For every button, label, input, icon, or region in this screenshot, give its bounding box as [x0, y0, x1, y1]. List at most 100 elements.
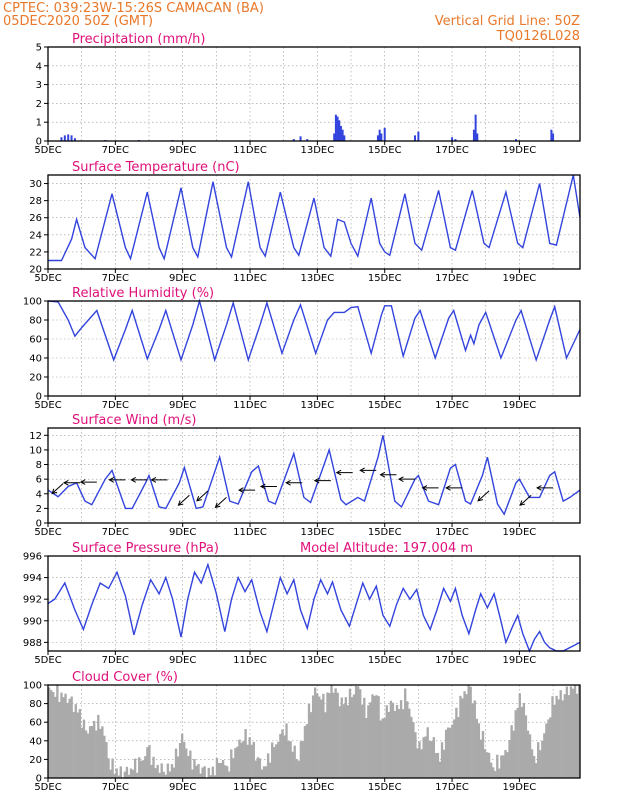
cloud-bar	[277, 741, 280, 778]
precip-bar	[376, 135, 379, 141]
cloud-bar	[129, 768, 133, 778]
cloud-bar	[557, 699, 560, 778]
cloud-bar	[534, 763, 538, 778]
panel-wind: 0 2 4 6 8 10 12 5DEC 7DEC 9DEC 11DEC 13DEC 15DEC 17DE…	[29, 413, 581, 538]
precip-bar	[378, 129, 381, 141]
cloud-bar	[434, 753, 438, 778]
cloud-bar	[293, 745, 296, 778]
cloud-bar	[424, 736, 427, 778]
wind-arrow	[335, 469, 353, 476]
cloud-bar	[311, 695, 315, 778]
cloud-bar	[408, 708, 411, 778]
x-tick-label: 13DEC	[300, 782, 334, 793]
cloud-bar	[428, 740, 431, 778]
cloud-bar	[489, 762, 493, 778]
x-tick-label: 17DEC	[435, 273, 469, 284]
x-tick-label: 15DEC	[368, 527, 402, 538]
cloud-bar	[271, 742, 274, 778]
precip-bar	[292, 139, 295, 141]
cloud-bar	[473, 700, 476, 778]
cloud-bar	[539, 750, 542, 778]
wind-arrow	[445, 485, 463, 491]
panel-pressure: 988 990 992 994 996 5DEC 7DEC 9DEC 11DEC 13DEC 15D…	[23, 541, 581, 666]
cloud-bar	[451, 724, 454, 778]
cloud-bar	[381, 718, 384, 778]
cloud-bar	[86, 733, 90, 778]
precip-bar	[333, 133, 336, 141]
x-tick-label: 7DEC	[102, 655, 129, 666]
cloud-bar	[70, 696, 73, 778]
cloud-bar	[201, 767, 204, 778]
cloud-bar	[314, 687, 317, 778]
plot-frame	[47, 300, 581, 397]
wind-arrow	[421, 485, 439, 491]
panel-title: Surface Wind (m/s)	[72, 413, 196, 428]
header-station: CPTEC: 039:23W-15:26S CAMACAN (BA)	[3, 1, 264, 16]
cloud-bar	[50, 690, 53, 778]
precip-bar	[70, 135, 73, 141]
x-tick-label: 11DEC	[233, 782, 267, 793]
wind-arrow	[62, 479, 80, 486]
cloud-bar	[559, 690, 562, 778]
x-tick-label: 7DEC	[102, 400, 129, 411]
precip-bar	[60, 137, 63, 141]
cloud-bar	[498, 768, 501, 778]
x-tick-label: 5DEC	[34, 400, 61, 411]
cloud-bar	[244, 729, 247, 778]
cloud-bar	[187, 755, 190, 778]
cloud-bar	[297, 760, 300, 778]
x-tick-label: 15DEC	[368, 273, 402, 284]
precip-bar	[380, 133, 383, 141]
y-tick-label: 3	[36, 80, 42, 91]
wind-arrow	[150, 477, 168, 483]
cloud-bar	[138, 757, 141, 778]
plot-frame	[47, 555, 581, 652]
cloud-bar	[528, 734, 532, 778]
cloud-bar	[565, 686, 569, 778]
cloud-bar	[195, 765, 198, 778]
precip-bar	[63, 135, 66, 141]
cloud-bar	[463, 691, 466, 778]
cloud-bar	[236, 746, 239, 778]
cloud-bar	[422, 737, 425, 778]
cloud-bar	[514, 710, 517, 778]
header-grid-line: Vertical Grid Line: 50Z	[435, 14, 580, 29]
cloud-bar	[465, 694, 468, 778]
cloud-bar	[140, 760, 143, 778]
cloud-bar	[354, 685, 358, 778]
cloud-bar	[387, 712, 391, 778]
wind-arrow	[477, 490, 490, 502]
plot-frame	[47, 684, 581, 779]
cloud-bar	[545, 723, 548, 778]
x-tick-label: 11DEC	[233, 527, 267, 538]
cloud-bar	[401, 709, 405, 778]
x-tick-label: 7DEC	[102, 273, 129, 284]
y-tick-label: 28	[29, 196, 42, 207]
x-tick-label: 15DEC	[368, 655, 402, 666]
panel-annotation: Model Altitude: 197.004 m	[300, 541, 473, 556]
cloud-bar	[146, 747, 149, 778]
cloud-bar	[500, 755, 503, 778]
cloud-bar	[359, 689, 362, 778]
cloud-bar	[191, 769, 194, 778]
x-tick-label: 11DEC	[233, 145, 267, 156]
cloud-bar	[346, 705, 350, 778]
y-tick-label: 996	[23, 552, 42, 563]
cloud-bar	[230, 749, 233, 778]
cloud-bar	[291, 751, 294, 778]
cloud-bar	[166, 763, 170, 778]
cloud-bar	[119, 766, 122, 778]
cloud-bar	[344, 697, 348, 778]
cloud-bar	[90, 726, 94, 778]
cloud-bar	[340, 697, 343, 778]
y-tick-label: 20	[29, 373, 42, 384]
y-tick-label: 60	[29, 718, 42, 729]
cloud-bar	[199, 773, 202, 778]
cloud-bar	[101, 726, 104, 778]
panel-humidity: 0 20 40 60 80 100 5DEC 7DEC 9DEC 11DEC 13DEC 15DEC 1…	[23, 286, 581, 411]
cloud-bar	[561, 700, 564, 778]
cloud-bar	[281, 729, 284, 778]
panel-title: Precipitation (mm/h)	[72, 32, 205, 47]
cloud-bar	[383, 718, 386, 778]
cloud-bar	[442, 749, 446, 778]
